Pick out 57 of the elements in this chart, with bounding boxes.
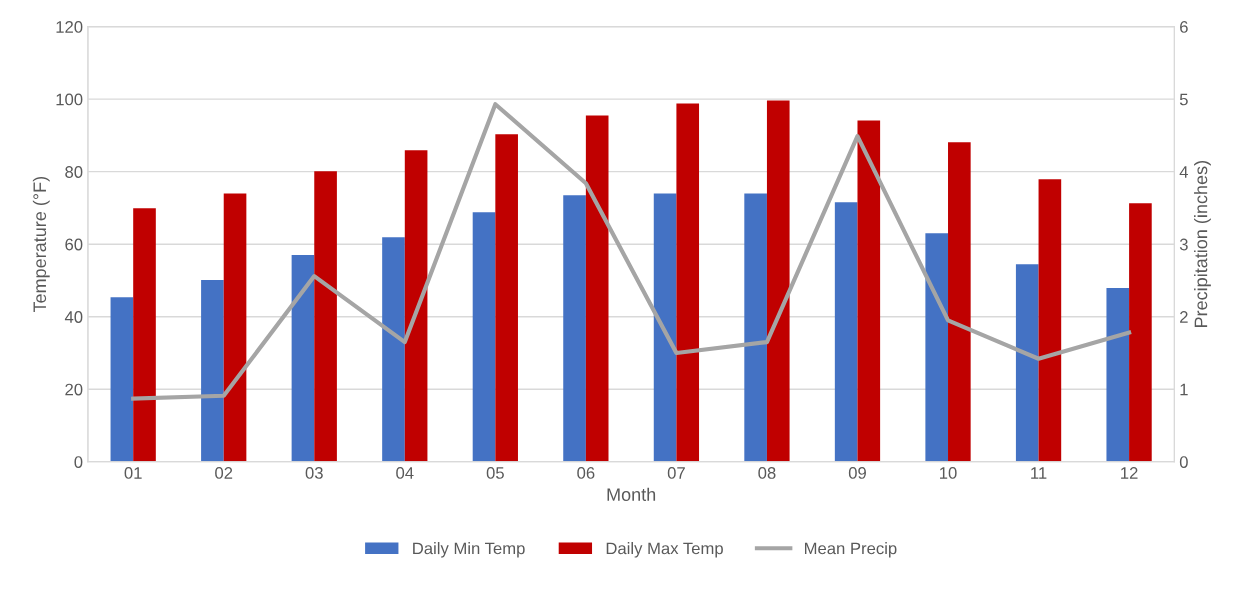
bar xyxy=(472,212,496,462)
x-tick-label: 01 xyxy=(124,467,142,479)
bar xyxy=(201,280,224,462)
x-tick-label: 05 xyxy=(486,467,504,479)
x-tick-label: 09 xyxy=(848,467,866,479)
bar xyxy=(653,193,677,462)
bar xyxy=(1129,203,1152,462)
y2-tick-label: 1 xyxy=(1180,383,1188,396)
bar xyxy=(563,195,586,462)
bar xyxy=(223,193,247,462)
bar xyxy=(585,115,609,462)
bar xyxy=(291,255,315,462)
x-tick-label: 07 xyxy=(667,467,685,479)
y-axis-title: Temperature (°F) xyxy=(32,176,50,313)
line-series xyxy=(131,102,1132,401)
bar xyxy=(404,150,428,462)
y-tick-label: 60 xyxy=(65,238,83,251)
legend-label: Daily Max Temp xyxy=(606,542,723,558)
y2-axis-title: Precipitation (inches) xyxy=(1194,161,1211,328)
bar xyxy=(834,202,858,462)
y-tick-label: 120 xyxy=(56,21,83,33)
y2-tick-label: 6 xyxy=(1180,21,1188,33)
bar xyxy=(676,103,700,462)
y-tick-label: 40 xyxy=(64,311,83,323)
y-tick-label: 20 xyxy=(65,383,83,396)
legend-label: Mean Precip xyxy=(804,542,897,558)
bar xyxy=(1106,288,1130,462)
bar xyxy=(110,297,134,462)
bar xyxy=(1015,264,1039,462)
y2-tick-label: 5 xyxy=(1179,93,1188,106)
bar xyxy=(382,237,405,462)
y2-tick-label: 3 xyxy=(1179,238,1188,251)
bar xyxy=(495,134,518,462)
bar xyxy=(766,100,790,462)
y2-tick-label: 0 xyxy=(1179,456,1188,468)
y2-tick-label: 2 xyxy=(1180,311,1188,323)
x-tick-label: 10 xyxy=(940,467,957,479)
x-tick-label: 12 xyxy=(1121,467,1138,479)
x-axis-title: Month xyxy=(607,487,656,501)
y-tick-label: 80 xyxy=(65,166,83,178)
bar xyxy=(744,193,767,462)
bar xyxy=(857,120,881,462)
bar xyxy=(133,208,156,462)
x-tick-label: 02 xyxy=(215,467,233,479)
x-tick-label: 11 xyxy=(1031,467,1047,479)
bar xyxy=(314,171,337,462)
x-tick-label: 06 xyxy=(577,467,595,479)
bar xyxy=(948,142,971,462)
y2-tick-label: 4 xyxy=(1179,166,1188,178)
y-tick-label: 0 xyxy=(74,456,83,468)
bar xyxy=(925,233,949,462)
x-tick-label: 04 xyxy=(396,467,414,479)
y-tick-label: 100 xyxy=(56,93,83,106)
x-tick-label: 08 xyxy=(758,467,776,479)
bar xyxy=(1038,179,1062,462)
legend-label: Daily Min Temp xyxy=(413,542,525,558)
x-tick-label: 03 xyxy=(305,467,323,479)
